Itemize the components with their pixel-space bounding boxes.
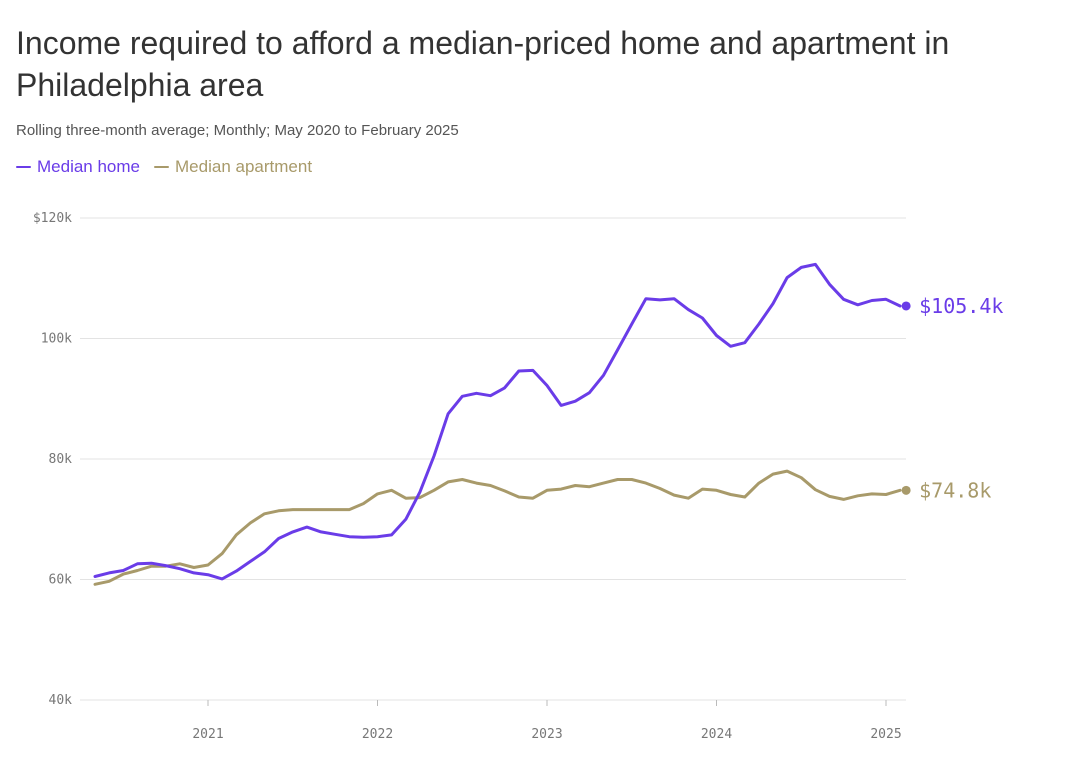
x-axis: 2021 2022 2023 2024 2025 <box>192 700 902 742</box>
legend-swatch-home <box>16 165 31 169</box>
x-tick-label: 2021 <box>192 727 223 742</box>
series-lines: $74.8k $105.4k <box>93 262 1003 586</box>
y-tick-label: $120k <box>33 211 72 226</box>
chart-title: Income required to afford a median-price… <box>16 25 950 103</box>
series-end-dot-apartment <box>901 485 911 495</box>
gridlines: 40k 60k 80k 100k $120k <box>33 211 906 708</box>
legend-swatch-apartment <box>154 165 170 169</box>
x-tick-label: 2023 <box>531 727 562 742</box>
y-tick-label: 80k <box>49 452 73 467</box>
legend-label-apartment: Median apartment <box>175 157 313 176</box>
series-line-apartment <box>93 469 902 586</box>
legend-item-apartment: Median apartment <box>154 157 312 177</box>
series-end-label-home: $105.4k <box>919 294 1003 318</box>
legend: Median home Median apartment <box>16 157 312 177</box>
series-end-dot-home <box>901 301 911 311</box>
y-tick-label: 60k <box>49 573 73 588</box>
legend-label-home: Median home <box>37 157 141 176</box>
chart-subtitle: Rolling three-month average; Monthly; Ma… <box>16 122 459 139</box>
x-tick-label: 2025 <box>870 727 901 742</box>
x-tick-label: 2022 <box>362 727 393 742</box>
x-tick-label: 2024 <box>701 727 732 742</box>
series-end-label-apartment: $74.8k <box>919 478 991 502</box>
y-tick-label: 40k <box>49 693 73 708</box>
legend-item-home: Median home <box>16 157 140 177</box>
series-line-home <box>93 262 902 581</box>
y-tick-label: 100k <box>41 332 72 347</box>
